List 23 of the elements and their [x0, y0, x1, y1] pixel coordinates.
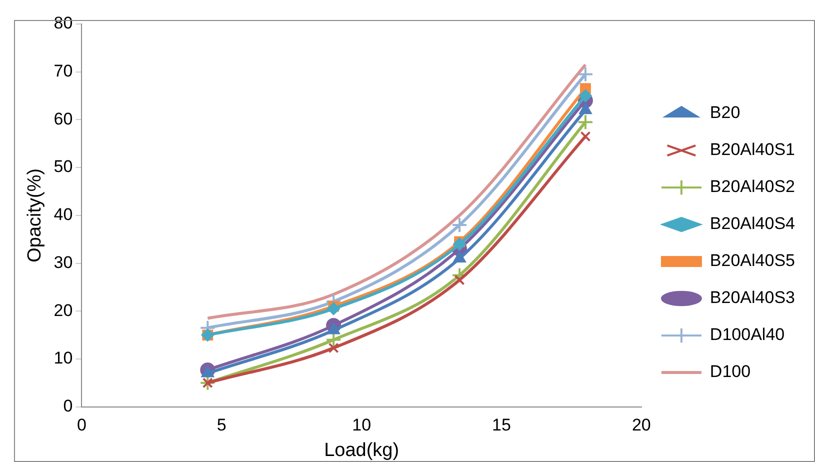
y-tick-label: 50 [54, 157, 73, 176]
x-tick-label: 10 [352, 416, 372, 435]
legend-label: B20Al40S4 [710, 214, 796, 234]
y-tick-label: 30 [54, 252, 73, 272]
x-tick-label: 15 [492, 416, 511, 435]
y-tick-label: 20 [54, 300, 73, 320]
x-tick-label: 20 [632, 416, 651, 435]
legend-label: B20Al40S2 [710, 177, 796, 196]
y-axis-title: Opacity(%) [24, 168, 46, 262]
x-axis-title: Load(kg) [324, 440, 400, 461]
x-tick-label: 5 [216, 416, 226, 435]
y-tick-label: 0 [63, 396, 73, 416]
legend-label: D100Al40 [710, 325, 785, 344]
legend-label: B20Al40S1 [710, 140, 796, 160]
y-tick-label: 60 [54, 109, 73, 128]
legend-label: B20Al40S3 [710, 288, 796, 308]
y-tick-label: 40 [54, 205, 73, 224]
legend-label: B20 [710, 103, 740, 122]
legend-label: D100 [710, 362, 751, 382]
y-tick-label: 70 [54, 62, 73, 81]
x-tick-label: 0 [76, 416, 86, 435]
legend-label: B20Al40S5 [710, 251, 796, 270]
y-tick-label: 10 [54, 348, 73, 368]
